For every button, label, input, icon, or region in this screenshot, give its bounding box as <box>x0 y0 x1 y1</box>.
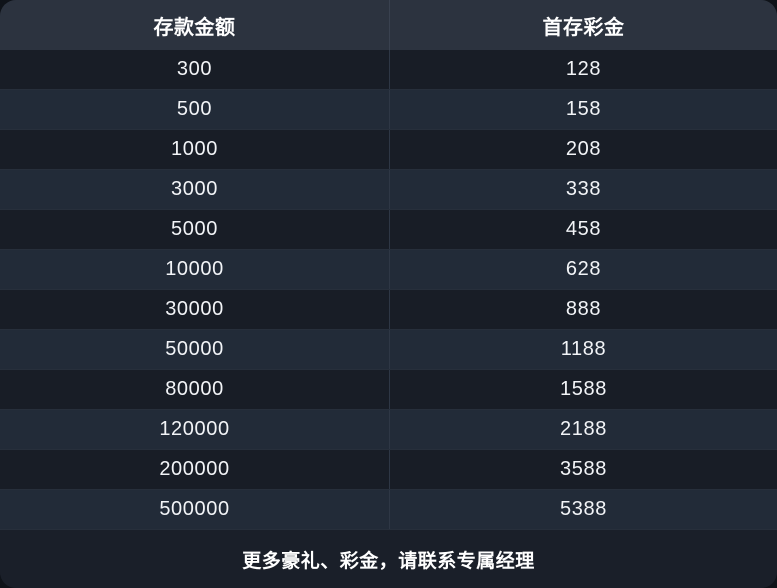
cell-bonus-amount: 458 <box>389 210 777 249</box>
cell-bonus-amount: 628 <box>389 250 777 289</box>
cell-bonus-amount: 888 <box>389 290 777 329</box>
table-row: 500000 5388 <box>0 490 777 530</box>
cell-bonus-amount: 208 <box>389 130 777 169</box>
cell-deposit-amount: 300 <box>176 58 213 80</box>
table-row: 1000 208 <box>0 130 777 170</box>
table-row: 3000 338 <box>0 170 777 210</box>
cell-bonus-amount: 1188 <box>389 330 777 369</box>
cell-deposit-amount: 10000 <box>165 258 224 280</box>
table-row: 50000 1188 <box>0 330 777 370</box>
cell-bonus-amount: 338 <box>389 170 777 209</box>
table-row: 30000 888 <box>0 290 777 330</box>
cell-deposit-amount: 80000 <box>165 378 224 400</box>
footer-note: 更多豪礼、彩金，请联系专属经理 <box>0 530 777 588</box>
table-body: 300 128 500 158 1000 208 3000 338 5000 458 10000 62… <box>0 50 777 530</box>
column-header-deposit: 存款金额 <box>153 16 236 39</box>
table-row: 200000 3588 <box>0 450 777 490</box>
table-header-row: 存款金额 首存彩金 <box>0 0 777 50</box>
cell-deposit-amount: 1000 <box>171 138 218 160</box>
cell-deposit-amount: 120000 <box>159 418 230 440</box>
table-row: 5000 458 <box>0 210 777 250</box>
cell-bonus-amount: 1588 <box>389 370 777 409</box>
cell-bonus-amount: 5388 <box>389 490 777 529</box>
cell-deposit-amount: 500 <box>176 98 213 120</box>
cell-deposit-amount: 200000 <box>159 458 230 480</box>
table-row: 80000 1588 <box>0 370 777 410</box>
table-row: 300 128 <box>0 50 777 90</box>
cell-bonus-amount: 2188 <box>389 410 777 449</box>
cell-deposit-amount: 5000 <box>171 218 218 240</box>
cell-deposit-amount: 3000 <box>171 178 218 200</box>
table-row: 10000 628 <box>0 250 777 290</box>
table-row: 120000 2188 <box>0 410 777 450</box>
cell-deposit-amount: 30000 <box>165 298 224 320</box>
column-header-bonus: 首存彩金 <box>389 0 777 50</box>
cell-deposit-amount: 50000 <box>165 338 224 360</box>
cell-bonus-amount: 158 <box>389 90 777 129</box>
table-row: 500 158 <box>0 90 777 130</box>
cell-bonus-amount: 3588 <box>389 450 777 489</box>
cell-bonus-amount: 128 <box>389 50 777 89</box>
cell-deposit-amount: 500000 <box>159 498 230 520</box>
